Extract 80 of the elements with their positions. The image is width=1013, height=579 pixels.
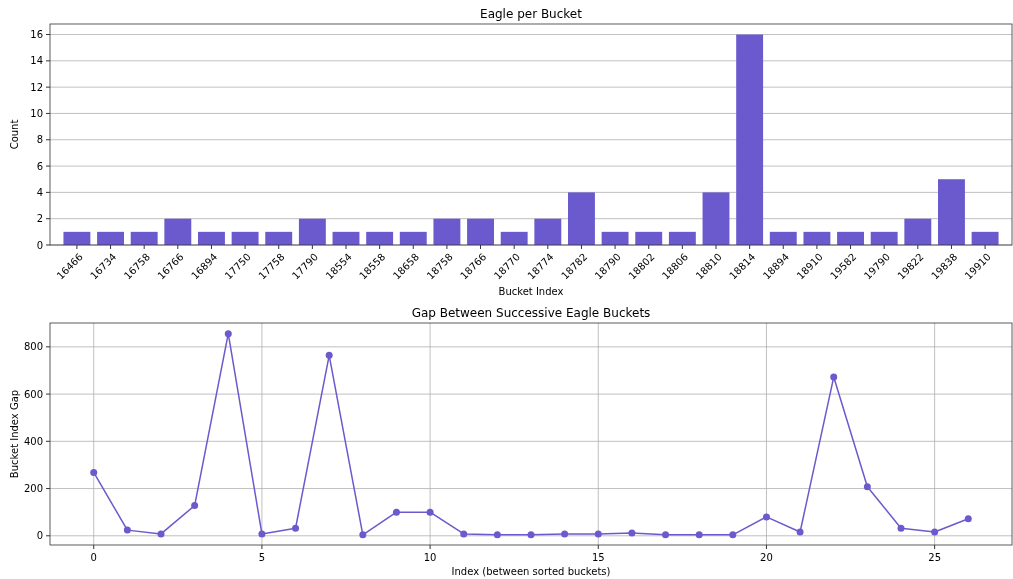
point bbox=[561, 530, 569, 538]
bar bbox=[601, 231, 629, 245]
bar bbox=[938, 179, 965, 245]
bar bbox=[668, 231, 696, 245]
bar bbox=[399, 231, 427, 245]
bar bbox=[164, 218, 192, 245]
point bbox=[897, 524, 905, 532]
chart-title: Gap Between Successive Eagle Buckets bbox=[411, 306, 651, 320]
y-tick-label: 800 bbox=[23, 341, 43, 353]
y-tick-label: 2 bbox=[36, 213, 43, 225]
point bbox=[426, 508, 434, 516]
bar bbox=[904, 218, 932, 245]
bar bbox=[736, 34, 764, 245]
point bbox=[292, 524, 300, 532]
y-tick-label: 16 bbox=[30, 29, 43, 41]
y-tick-label: 0 bbox=[36, 239, 43, 251]
point bbox=[191, 502, 199, 510]
point bbox=[392, 508, 400, 516]
point bbox=[964, 515, 972, 523]
bar bbox=[433, 218, 461, 245]
bar bbox=[130, 231, 158, 245]
bar bbox=[298, 218, 326, 245]
bar bbox=[635, 231, 663, 245]
point bbox=[931, 528, 939, 536]
bar bbox=[971, 231, 999, 245]
point bbox=[224, 330, 232, 338]
point bbox=[157, 530, 165, 538]
x-tick-label: 25 bbox=[928, 552, 941, 563]
point bbox=[729, 531, 737, 539]
point bbox=[90, 469, 98, 476]
x-tick-label: 0 bbox=[90, 552, 97, 563]
bar bbox=[870, 231, 898, 245]
point bbox=[359, 531, 367, 539]
bar bbox=[265, 231, 293, 245]
y-tick-label: 14 bbox=[30, 55, 43, 67]
bar bbox=[500, 231, 528, 245]
point bbox=[527, 531, 535, 539]
chart-title: Eagle per Bucket bbox=[480, 7, 583, 21]
point bbox=[762, 513, 770, 521]
bar bbox=[366, 231, 394, 245]
y-tick-label: 200 bbox=[23, 483, 43, 495]
y-tick-label: 10 bbox=[30, 107, 43, 119]
x-axis-title: Index (between sorted buckets) bbox=[451, 566, 611, 577]
y-tick-label: 400 bbox=[23, 435, 43, 447]
point bbox=[493, 531, 501, 539]
point bbox=[662, 531, 670, 539]
x-tick-label: 5 bbox=[258, 552, 266, 563]
bar bbox=[803, 231, 831, 245]
x-tick-label: 20 bbox=[760, 552, 773, 563]
bar bbox=[63, 231, 91, 245]
point bbox=[863, 483, 871, 491]
bar bbox=[568, 192, 595, 245]
bar bbox=[231, 231, 259, 245]
point bbox=[460, 530, 468, 538]
point bbox=[258, 530, 266, 538]
bar bbox=[534, 218, 562, 245]
bar bbox=[837, 231, 864, 245]
bar bbox=[467, 218, 494, 245]
x-tick-label: 10 bbox=[423, 552, 437, 563]
bar bbox=[702, 192, 730, 245]
point bbox=[325, 351, 333, 359]
y-tick-label: 12 bbox=[30, 81, 43, 93]
point bbox=[594, 530, 602, 538]
bar bbox=[97, 231, 124, 245]
point bbox=[796, 528, 804, 536]
y-tick-label: 6 bbox=[36, 160, 43, 172]
y-axis-title: Count bbox=[9, 119, 20, 150]
y-tick-label: 4 bbox=[36, 186, 43, 198]
x-axis-title: Bucket Index bbox=[498, 286, 564, 297]
point bbox=[628, 529, 636, 537]
y-tick-label: 8 bbox=[36, 134, 43, 146]
bar bbox=[198, 231, 225, 245]
point bbox=[695, 531, 703, 539]
point bbox=[830, 373, 838, 381]
bar bbox=[769, 231, 797, 245]
x-tick-label: 15 bbox=[591, 552, 605, 563]
y-tick-label: 600 bbox=[23, 388, 43, 400]
y-tick-label: 0 bbox=[36, 530, 43, 542]
y-axis-title: Bucket Index Gap bbox=[9, 389, 20, 479]
point bbox=[123, 526, 131, 534]
